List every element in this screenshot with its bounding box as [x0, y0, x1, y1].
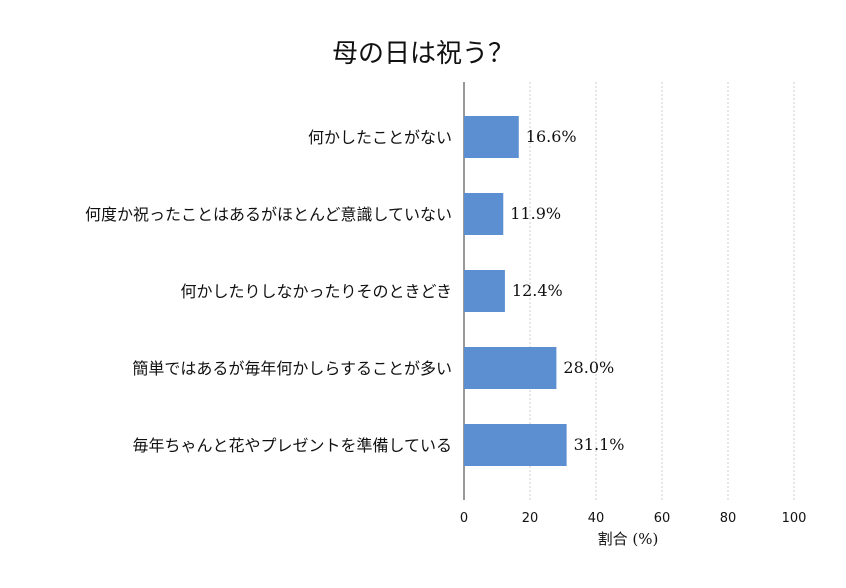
category-label: 何かしたりしなかったりそのときどき: [180, 282, 452, 301]
category-labels: 何かしたことがない何度か祝ったことはあるがほとんど意識していない何かしたりしなか…: [85, 128, 452, 455]
value-label: 28.0%: [563, 358, 614, 377]
value-label: 12.4%: [512, 281, 563, 300]
bar: [464, 347, 557, 389]
bar: [464, 116, 519, 158]
category-label: 簡単ではあるが毎年何かしらすることが多い: [132, 359, 452, 378]
category-label: 何度か祝ったことはあるがほとんど意識していない: [85, 205, 452, 224]
value-label: 16.6%: [526, 127, 577, 146]
x-tick-label: 0: [460, 511, 468, 526]
x-tick-label: 80: [720, 511, 737, 526]
x-tick-label: 40: [588, 511, 605, 526]
x-tick-label: 60: [654, 511, 671, 526]
value-labels: 16.6% 11.9% 12.4% 28.0% 31.1%: [510, 127, 624, 454]
category-label: 何かしたことがない: [308, 128, 452, 147]
bar: [464, 270, 505, 312]
x-tick-labels: 0 20 40 60 80 100: [460, 511, 807, 526]
x-axis-label: 割合 (%): [598, 530, 659, 548]
bar: [464, 424, 567, 466]
x-tick-label: 20: [522, 511, 539, 526]
x-tick-label: 100: [782, 511, 807, 526]
chart-title: 母の日は祝う？: [332, 39, 514, 69]
value-label: 11.9%: [510, 204, 561, 223]
value-label: 31.1%: [574, 435, 625, 454]
category-label: 毎年ちゃんと花やプレゼントを準備している: [132, 436, 452, 455]
bar: [464, 193, 504, 235]
bars: [464, 116, 567, 466]
